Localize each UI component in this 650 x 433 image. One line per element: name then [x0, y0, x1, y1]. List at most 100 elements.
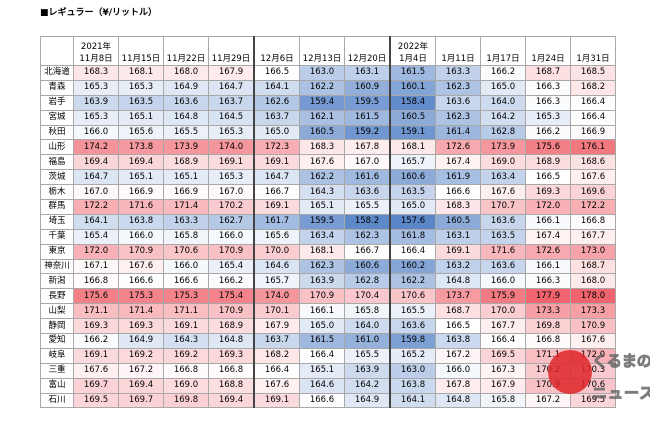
row-label: 群馬 — [40, 199, 74, 215]
price-cell: 161.9 — [435, 169, 481, 186]
price-cell: 163.7 — [253, 333, 300, 349]
price-cell: 165.1 — [118, 169, 164, 186]
price-cell: 169.2 — [118, 347, 164, 364]
row-label: 秋田 — [40, 124, 74, 141]
price-cell: 166.7 — [344, 243, 391, 260]
price-cell: 169.5 — [73, 392, 119, 409]
price-cell: 166.3 — [525, 273, 571, 290]
price-cell: 167.0 — [208, 184, 255, 201]
price-cell: 164.8 — [435, 392, 481, 409]
price-cell: 165.8 — [163, 228, 209, 245]
price-cell: 164.1 — [253, 79, 300, 96]
price-cell: 163.3 — [435, 65, 481, 81]
price-cell: 166.4 — [570, 94, 616, 111]
column-header: 1月31日 — [570, 36, 616, 66]
price-cell: 173.9 — [480, 139, 526, 156]
price-cell: 167.1 — [73, 258, 119, 275]
price-cell: 173.8 — [118, 139, 164, 156]
price-cell: 166.8 — [73, 273, 119, 290]
price-cell: 167.8 — [344, 139, 391, 156]
price-cell: 172.6 — [435, 139, 481, 156]
price-cell: 165.7 — [253, 273, 300, 290]
price-cell: 168.5 — [570, 65, 616, 81]
date-label: 1月17日 — [486, 54, 520, 64]
price-cell: 167.3 — [480, 362, 526, 379]
price-cell: 168.3 — [299, 139, 345, 156]
price-cell: 160.5 — [435, 213, 481, 230]
price-cell: 167.9 — [253, 318, 300, 335]
table-row: 長野 175.6 175.3 175.3 175.4 174.0 170.9 170.4 170… — [40, 288, 616, 305]
price-cell: 167.6 — [118, 258, 164, 275]
price-cell: 161.5 — [389, 65, 436, 81]
corner-cell — [40, 36, 74, 66]
date-label: 12月13日 — [302, 54, 342, 64]
table-header: 2021年 11月8日 11月15日 11月22日 11月29日 12月6日 12月13日 1… — [40, 36, 616, 66]
price-cell: 166.8 — [208, 362, 255, 379]
table-row: 福島 169.4 169.4 168.9 169.1 169.1 167.6 167.0 165… — [40, 154, 616, 171]
price-cell: 162.2 — [389, 273, 436, 290]
price-cell: 166.8 — [570, 213, 616, 230]
price-cell: 171.4 — [118, 303, 164, 320]
price-cell: 165.3 — [208, 169, 255, 186]
price-cell: 159.2 — [344, 124, 391, 141]
price-cell: 166.9 — [163, 184, 209, 201]
price-cell: 170.0 — [253, 243, 300, 260]
price-cell: 162.7 — [208, 213, 255, 230]
price-cell: 165.1 — [299, 362, 345, 379]
table-row: 栃木 167.0 166.9 166.9 167.0 166.7 164.3 163.6 163… — [40, 184, 616, 201]
price-cell: 163.5 — [118, 94, 164, 111]
price-cell: 166.5 — [435, 318, 481, 335]
price-cell: 163.7 — [253, 109, 300, 126]
price-cell: 166.0 — [163, 258, 209, 275]
price-cell: 169.3 — [73, 318, 119, 335]
price-cell: 169.6 — [570, 184, 616, 201]
header-row: 2021年 11月8日 11月15日 11月22日 11月29日 12月6日 12月13日 1… — [40, 36, 616, 66]
price-cell: 163.9 — [299, 273, 345, 290]
price-cell: 169.4 — [73, 154, 119, 171]
table-row: 石川 169.5 169.7 169.8 169.4 169.1 166.6 164.9 164… — [40, 392, 616, 409]
price-cell: 162.3 — [435, 79, 481, 96]
price-cell: 164.7 — [208, 79, 255, 96]
price-cell: 165.5 — [163, 124, 209, 141]
price-cell: 157.6 — [389, 213, 436, 230]
price-cell: 169.0 — [163, 377, 209, 394]
price-cell: 167.6 — [73, 362, 119, 379]
row-label: 神奈川 — [40, 258, 74, 275]
price-cell: 166.1 — [299, 303, 345, 320]
column-header: 1月17日 — [480, 36, 526, 66]
price-cell: 166.0 — [208, 228, 255, 245]
table-row: 富山 169.7 169.4 169.0 168.8 167.6 164.6 164.2 163… — [40, 377, 616, 394]
price-cell: 160.9 — [344, 79, 391, 96]
price-cell: 169.1 — [163, 318, 209, 335]
price-cell: 162.6 — [253, 94, 300, 111]
price-cell: 163.6 — [344, 184, 391, 201]
price-cell: 168.3 — [435, 199, 481, 215]
price-cell: 169.0 — [480, 154, 526, 171]
price-cell: 166.6 — [435, 184, 481, 201]
price-cell: 165.5 — [344, 199, 391, 215]
price-cell: 171.6 — [118, 199, 164, 215]
row-label: 岐阜 — [40, 347, 74, 364]
table-row: 愛知 166.2 164.9 164.3 164.8 163.7 161.5 161.0 159… — [40, 333, 616, 349]
table-row: 静岡 169.3 169.3 169.1 168.9 167.9 165.0 164.0 163… — [40, 318, 616, 335]
price-cell: 166.5 — [253, 65, 300, 81]
price-cell: 162.2 — [299, 169, 345, 186]
price-cell: 169.1 — [253, 154, 300, 171]
price-cell: 175.9 — [480, 288, 526, 305]
price-cell: 165.3 — [73, 79, 119, 96]
price-cell: 167.6 — [570, 169, 616, 186]
price-cell: 172.0 — [525, 199, 571, 215]
column-header: 1月11日 — [435, 36, 481, 66]
price-cell: 165.4 — [208, 258, 255, 275]
price-cell: 174.0 — [253, 288, 300, 305]
price-cell: 170.9 — [208, 303, 255, 320]
price-cell: 168.9 — [208, 318, 255, 335]
price-cell: 168.1 — [118, 65, 164, 81]
price-cell: 169.1 — [73, 347, 119, 364]
price-cell: 171.1 — [163, 303, 209, 320]
price-cell: 166.8 — [163, 362, 209, 379]
column-header: 11月22日 — [163, 36, 209, 66]
price-cell: 167.2 — [118, 362, 164, 379]
price-cell: 160.6 — [389, 169, 436, 186]
table-row: 埼玉 164.1 163.8 163.3 162.7 161.7 159.5 158.2 157… — [40, 213, 616, 230]
